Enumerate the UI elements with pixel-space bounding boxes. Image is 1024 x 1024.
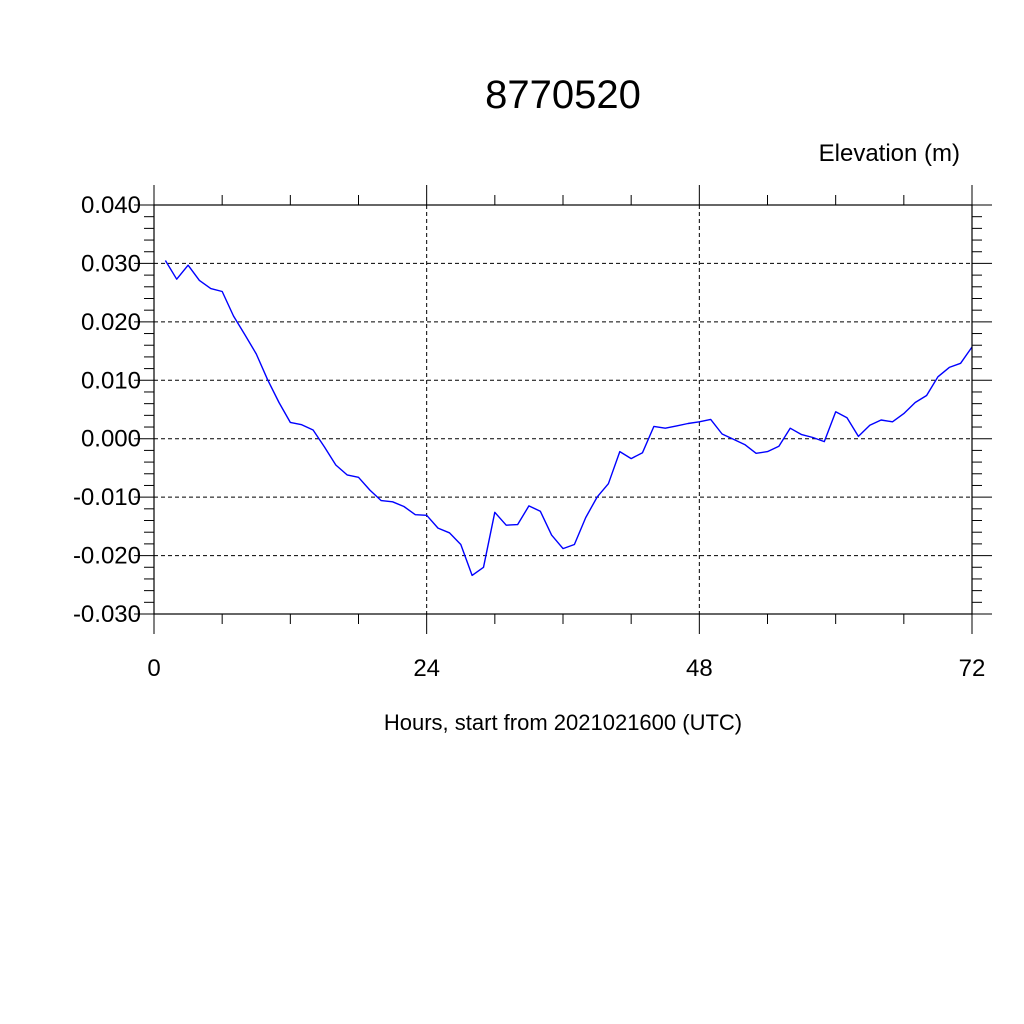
x-tick-label: 48	[686, 655, 713, 682]
y-tick-label: 0.000	[81, 426, 141, 453]
y-axis-label: Elevation (m)	[819, 140, 960, 167]
chart-title: 8770520	[485, 73, 641, 117]
grid-lines	[153, 204, 973, 615]
y-tick-label: 0.030	[81, 250, 141, 277]
x-tick-label: 0	[147, 655, 160, 682]
series-line	[164, 260, 973, 577]
x-axis-label: Hours, start from 2021021600 (UTC)	[384, 710, 742, 735]
y-tick-label: -0.020	[73, 543, 141, 570]
x-tick-labels: 0 24 48 72	[147, 655, 985, 682]
x-tick-label: 24	[413, 655, 440, 682]
tick-marks	[134, 185, 992, 634]
y-tick-labels: -0.030 -0.020 -0.010 0.000 0.010 0.020 0.030 0.…	[73, 192, 141, 628]
y-tick-label: 0.020	[81, 309, 141, 336]
x-tick-label: 72	[959, 655, 986, 682]
y-tick-label: 0.010	[81, 367, 141, 394]
series-group	[164, 260, 973, 577]
plot-frame	[153, 204, 973, 615]
y-tick-label: 0.040	[81, 192, 141, 219]
y-tick-label: -0.010	[73, 484, 141, 511]
y-tick-label: -0.030	[73, 601, 141, 628]
